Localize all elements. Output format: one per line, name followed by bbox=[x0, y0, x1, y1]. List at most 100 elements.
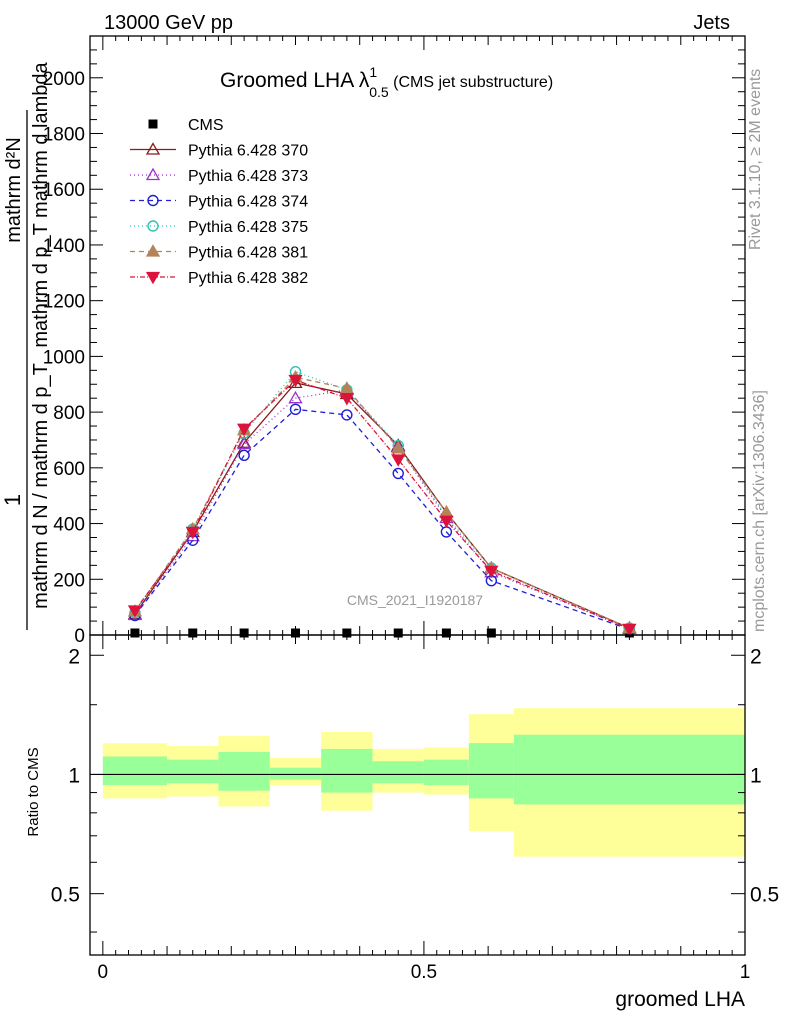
legend-entry-2: Pythia 6.428 373 bbox=[130, 167, 308, 185]
ratio-band-green-2 bbox=[218, 751, 270, 791]
ratio-band-green-5 bbox=[372, 761, 424, 784]
xtick-label-2: 1 bbox=[740, 962, 751, 983]
legend: CMS Pythia 6.428 370 Pythia 6.428 373 Pythi… bbox=[130, 117, 308, 287]
ratio-y-axis-label: Ratio to CMS bbox=[25, 747, 42, 836]
series-3-point-3 bbox=[289, 403, 302, 416]
ylabel-prefactor-numerator: 1 bbox=[0, 494, 25, 506]
ratio-band-green-4 bbox=[321, 748, 373, 793]
legend-marker-3 bbox=[147, 194, 159, 207]
header-energy-label: 13000 GeV pp bbox=[104, 12, 233, 34]
ylabel-numerator: mathrm d²N bbox=[3, 137, 25, 243]
series-3-point-2 bbox=[238, 449, 250, 461]
series-6-point-6 bbox=[439, 515, 454, 529]
ylabel-denominator: mathrm d p_T mathrm d lambda bbox=[30, 61, 52, 347]
series-0-point-5 bbox=[393, 628, 403, 638]
ratio-band-green-1 bbox=[167, 759, 219, 784]
main-ytick-label-2: 400 bbox=[53, 515, 85, 536]
legend-marker-2 bbox=[145, 167, 161, 181]
legend-marker-6 bbox=[145, 271, 161, 285]
legend-label-5: Pythia 6.428 381 bbox=[188, 245, 308, 262]
series-6-point-8 bbox=[622, 623, 637, 637]
ylabel-prefactor-denominator: mathrm d N / mathrm d p_T bbox=[30, 363, 52, 609]
series-3-point-5 bbox=[392, 467, 404, 480]
series-6-point-1 bbox=[185, 526, 200, 540]
main-y-axis-label: 1 mathrm d N / mathrm d p_T mathrm d²N m… bbox=[0, 61, 52, 630]
series-0-point-1 bbox=[188, 628, 198, 638]
main-ytick-label-4: 800 bbox=[53, 403, 85, 424]
series-6-point-0 bbox=[127, 605, 143, 618]
xtick-label-0: 0 bbox=[98, 962, 109, 983]
series-0-point-0 bbox=[130, 628, 140, 638]
ratio-band-green-8 bbox=[513, 734, 745, 805]
legend-marker-4 bbox=[147, 220, 159, 232]
series-line-3 bbox=[134, 408, 630, 631]
series-0-point-6 bbox=[441, 628, 451, 638]
legend-entry-5: Pythia 6.428 381 bbox=[130, 244, 308, 262]
ratio-band-green-7 bbox=[468, 743, 514, 799]
series-1-point-2 bbox=[236, 435, 252, 448]
ratio-ytick-label-1: 1 bbox=[68, 764, 80, 787]
legend-marker-5 bbox=[145, 244, 161, 257]
main-ytick-label-7: 1400 bbox=[43, 236, 85, 257]
legend-entry-1: Pythia 6.428 370 bbox=[130, 142, 308, 160]
legend-label-1: Pythia 6.428 370 bbox=[188, 143, 308, 160]
series-2-point-3 bbox=[288, 390, 303, 404]
main-ytick-label-5: 1000 bbox=[43, 347, 85, 368]
header-process-label: Jets bbox=[693, 12, 730, 34]
series-line-4 bbox=[134, 370, 630, 629]
legend-entry-0: CMS bbox=[148, 117, 224, 134]
legend-entry-4: Pythia 6.428 375 bbox=[130, 219, 308, 236]
series-2-point-2 bbox=[236, 436, 252, 450]
series-6 bbox=[127, 374, 637, 637]
legend-marker-0 bbox=[148, 119, 158, 129]
main-ytick-label-6: 1200 bbox=[43, 292, 85, 313]
series-line-6 bbox=[134, 379, 630, 630]
chart-title: Groomed LHA λ1 0.5 (CMS jet substructure) bbox=[220, 64, 553, 100]
series-6-point-7 bbox=[484, 565, 499, 579]
ratio-ytick-label-right-1: 1 bbox=[750, 764, 762, 787]
legend-label-6: Pythia 6.428 382 bbox=[188, 270, 308, 287]
ratio-band-green-3 bbox=[269, 767, 322, 780]
series-0-point-3 bbox=[290, 628, 300, 638]
series-6-point-3 bbox=[288, 374, 303, 388]
main-ytick-label-10: 2000 bbox=[43, 69, 85, 90]
series-6-point-4 bbox=[339, 393, 354, 406]
main-plot-panel: 0 200 400 600 800 1000 1200 1400 1600 1800 2000 Gro… bbox=[43, 35, 746, 647]
series-0-point-2 bbox=[239, 628, 249, 638]
series-5-point-4 bbox=[339, 381, 354, 394]
ratio-frame bbox=[89, 634, 746, 956]
legend-label-2: Pythia 6.428 373 bbox=[188, 168, 308, 185]
main-ytick-label-0: 0 bbox=[74, 626, 85, 647]
main-ytick-label-3: 600 bbox=[53, 459, 85, 480]
main-ytick-label-1: 200 bbox=[53, 570, 85, 591]
legend-entry-3: Pythia 6.428 374 bbox=[130, 194, 308, 211]
analysis-watermark: CMS_2021_I1920187 bbox=[347, 592, 483, 608]
rivet-version-label: Rivet 3.1.10, ≥ 2M events bbox=[747, 69, 764, 250]
legend-label-3: Pythia 6.428 374 bbox=[188, 194, 308, 211]
main-ytick-label-8: 1600 bbox=[43, 180, 85, 201]
ratio-band-green-6 bbox=[423, 759, 469, 786]
legend-label-0: CMS bbox=[188, 117, 224, 134]
legend-marker-1 bbox=[145, 142, 161, 155]
chart-title-text: Groomed LHA λ1 0.5 (CMS jet substructure) bbox=[220, 64, 553, 100]
ratio-band-green-0 bbox=[102, 756, 168, 786]
ratio-ytick-label-2: 2 bbox=[68, 645, 80, 668]
x-axis-label: groomed LHA bbox=[615, 988, 745, 1011]
ratio-ytick-label-0: 0.5 bbox=[51, 884, 80, 907]
ratio-ytick-label-right-2: 2 bbox=[750, 645, 762, 668]
legend-label-4: Pythia 6.428 375 bbox=[188, 219, 308, 236]
series-6-point-2 bbox=[236, 423, 252, 437]
main-ytick-label-9: 1800 bbox=[43, 125, 85, 146]
xtick-label-1: 0.5 bbox=[411, 962, 437, 983]
legend-entry-6: Pythia 6.428 382 bbox=[130, 270, 308, 287]
series-5-point-5 bbox=[391, 441, 406, 454]
series-3-point-4 bbox=[341, 409, 353, 421]
series-0-point-7 bbox=[486, 628, 496, 638]
ratio-plot-panel: 0 0.5 1 0.5 0.5 1 1 2 2 bbox=[51, 634, 779, 983]
series-5-point-6 bbox=[439, 505, 454, 518]
series-0-point-4 bbox=[342, 628, 352, 638]
series-6-point-5 bbox=[391, 454, 406, 467]
ratio-ytick-label-right-0: 0.5 bbox=[750, 884, 779, 907]
mcplots-source-label: mcplots.cern.ch [arXiv:1306.3436] bbox=[751, 390, 768, 632]
